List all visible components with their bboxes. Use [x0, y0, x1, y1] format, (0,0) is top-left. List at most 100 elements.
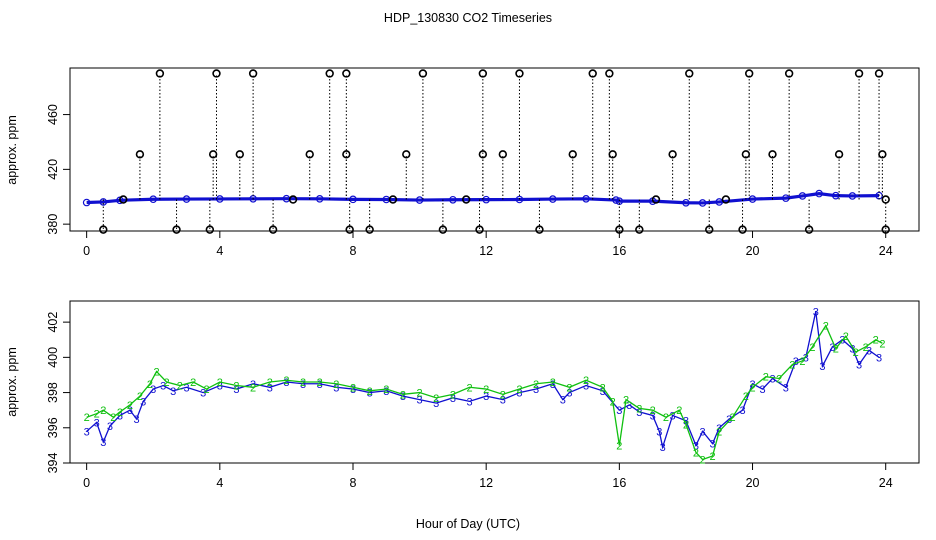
data-point-blue: 3 [819, 361, 825, 373]
outlier-point [784, 69, 794, 78]
data-point-blue: 3 [866, 345, 872, 357]
data-point-blue: 3 [683, 416, 689, 428]
y-tick-label: 394 [46, 453, 60, 474]
data-point-green: 2 [763, 372, 769, 384]
data-point-blue: 3 [367, 388, 373, 400]
data-point-blue: 3 [739, 405, 745, 417]
x-tick-label: 8 [350, 244, 357, 258]
x-tick-label: 16 [612, 476, 626, 490]
data-point-blue: 3 [650, 410, 656, 422]
x-axis-label: Hour of Day (UTC) [416, 517, 520, 531]
outlier-point [475, 225, 484, 234]
data-point-blue: 3 [183, 382, 189, 394]
data-point-green: 2 [743, 391, 749, 403]
data-point-blue [449, 195, 457, 204]
y-tick-label: 420 [46, 159, 60, 180]
data-point-green: 2 [127, 400, 133, 412]
data-point-blue [815, 189, 823, 198]
data-point-blue [99, 198, 108, 206]
outlier-point [744, 69, 754, 78]
data-point-blue: 3 [849, 344, 855, 356]
plot-frame [69, 300, 920, 464]
x-tick-label: 4 [216, 244, 223, 258]
data-point-green: 2 [94, 409, 100, 421]
x-tick-label: 24 [879, 244, 893, 258]
data-point-blue: 3 [533, 384, 539, 396]
data-point-green: 2 [383, 384, 389, 396]
data-point-blue: 3 [433, 398, 439, 410]
data-point-green: 2 [533, 379, 539, 391]
outlier-point [705, 225, 714, 234]
data-point-blue [715, 198, 724, 206]
outlier-point [834, 150, 844, 159]
data-point-blue: 3 [250, 379, 256, 391]
data-point-green: 2 [700, 454, 706, 466]
y-axis-label: approx. ppm [5, 115, 19, 184]
y-axis-label: approx. ppm [5, 347, 19, 416]
outlier-point [205, 225, 215, 234]
data-point-blue: 3 [769, 373, 775, 385]
data-point-green: 2 [693, 447, 699, 459]
data-point-blue [182, 195, 191, 203]
outlier-point [878, 150, 887, 159]
outlier-point [635, 225, 644, 234]
data-point-green: 2 [300, 377, 306, 389]
data-point-blue: 3 [783, 382, 789, 394]
data-point-blue: 3 [560, 395, 566, 407]
outlier-point [478, 150, 488, 159]
data-point-green: 2 [600, 382, 606, 394]
data-point-green: 2 [333, 379, 339, 391]
outlier-point [515, 69, 524, 78]
outlier-point [498, 150, 508, 159]
outlier-point [135, 150, 145, 159]
data-point-green: 2 [177, 381, 183, 393]
data-point-green: 2 [716, 426, 722, 438]
data-point-green: 2 [663, 412, 669, 424]
x-tick-label: 0 [83, 244, 90, 258]
data-point-green: 2 [190, 377, 196, 389]
data-point-blue: 3 [749, 379, 755, 391]
data-point-green: 2 [623, 395, 629, 407]
y-tick-label: 400 [46, 347, 60, 368]
data-point-blue: 3 [516, 388, 522, 400]
data-point-blue [349, 195, 357, 204]
outlier-point [342, 150, 351, 159]
outlier-point [854, 69, 864, 78]
outlier-point [268, 225, 278, 234]
outlier-point [568, 150, 577, 159]
x-tick-label: 12 [479, 244, 493, 258]
data-point-blue: 3 [267, 382, 273, 394]
data-point-green: 2 [843, 331, 849, 343]
data-point-blue: 3 [100, 437, 106, 449]
outlier-point [668, 150, 677, 159]
data-point-green: 2 [100, 405, 106, 417]
data-point-blue: 3 [693, 440, 699, 452]
data-point-blue: 3 [417, 395, 423, 407]
outlier-point [325, 69, 334, 78]
outlier-point [155, 69, 165, 78]
data-point-blue: 3 [84, 426, 90, 438]
data-point-green: 2 [550, 377, 556, 389]
data-point-blue: 3 [160, 381, 166, 393]
outlier-point [305, 150, 314, 159]
x-tick-label: 8 [350, 476, 357, 490]
outlier-point [212, 69, 221, 78]
data-point-green: 2 [154, 366, 160, 378]
data-point-blue: 3 [793, 356, 799, 368]
x-tick-label: 20 [746, 476, 760, 490]
outlier-point [235, 150, 245, 159]
data-point-blue [582, 195, 590, 203]
data-point-green: 2 [809, 342, 815, 354]
y-tick-label: 396 [46, 417, 60, 438]
data-point-blue: 3 [94, 418, 100, 430]
data-point-green: 2 [710, 451, 716, 463]
data-point-blue: 3 [566, 388, 572, 400]
data-point-green: 2 [147, 379, 153, 391]
data-point-green: 2 [217, 377, 223, 389]
data-point-blue [798, 192, 807, 200]
data-point-green: 2 [833, 344, 839, 356]
data-point-blue: 3 [636, 407, 642, 419]
data-point-green: 2 [799, 356, 805, 368]
outlier-point [438, 225, 448, 234]
